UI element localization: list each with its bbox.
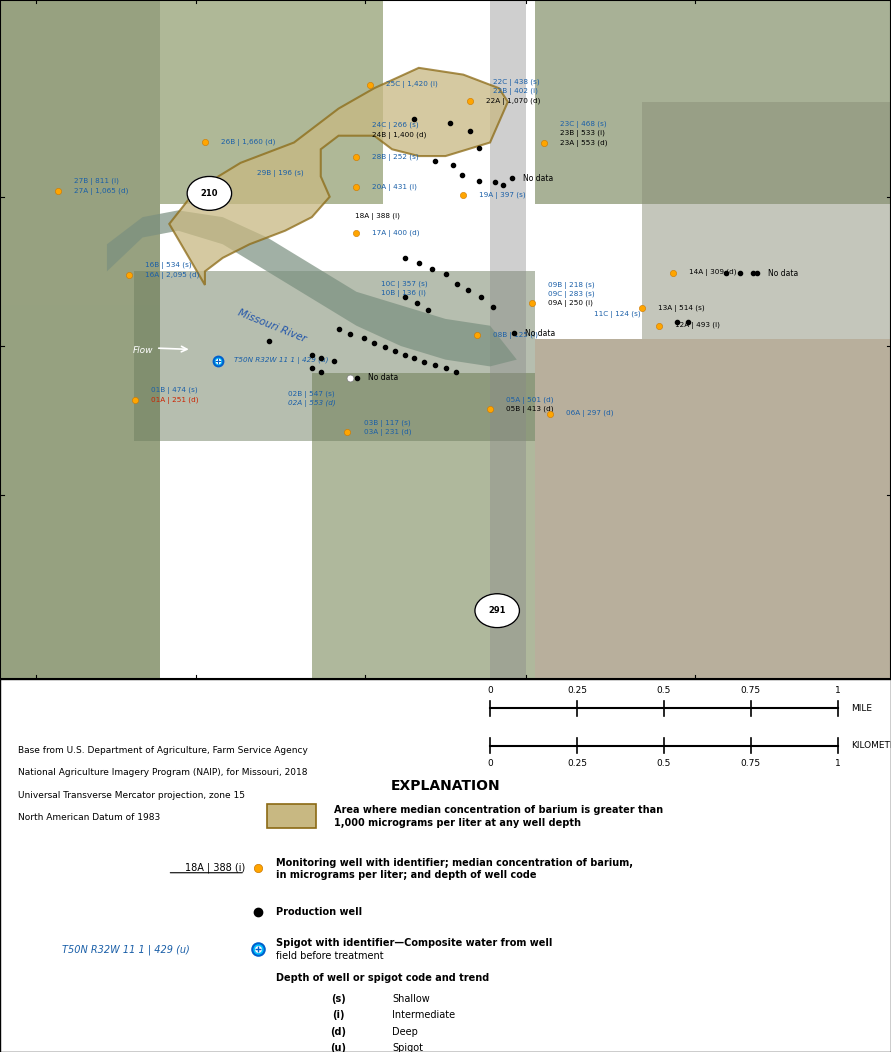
Circle shape	[475, 593, 519, 628]
Text: 0.5: 0.5	[657, 686, 671, 695]
Text: 06A | 297 (d): 06A | 297 (d)	[566, 410, 613, 418]
Text: in micrograms per liter; and depth of well code: in micrograms per liter; and depth of we…	[276, 870, 536, 879]
Text: 0: 0	[487, 686, 493, 695]
Text: Shallow: Shallow	[392, 994, 429, 1004]
Text: 13A | 514 (s): 13A | 514 (s)	[658, 305, 704, 311]
Text: 0.75: 0.75	[740, 758, 761, 768]
Bar	[0, 0, 160, 305]
Text: 24B | 1,400 (d): 24B | 1,400 (d)	[372, 133, 427, 139]
Text: 25C | 1,420 (i): 25C | 1,420 (i)	[386, 81, 437, 88]
Text: 16B | 534 (s): 16B | 534 (s)	[145, 263, 192, 269]
Bar	[535, 0, 891, 204]
Text: 0.5: 0.5	[657, 758, 671, 768]
Text: MILE: MILE	[851, 704, 872, 713]
Text: Deep: Deep	[392, 1027, 418, 1037]
Bar	[490, 0, 526, 679]
Text: 19A | 397 (s): 19A | 397 (s)	[479, 191, 526, 199]
Polygon shape	[107, 210, 517, 366]
Text: No data: No data	[525, 328, 555, 338]
Text: (s): (s)	[331, 994, 346, 1004]
Text: 0.25: 0.25	[567, 758, 587, 768]
Text: 10B | 136 (i): 10B | 136 (i)	[381, 289, 426, 297]
Text: North American Datum of 1983: North American Datum of 1983	[18, 813, 160, 822]
Polygon shape	[169, 67, 508, 285]
Text: Area where median concentration of barium is greater than: Area where median concentration of bariu…	[334, 806, 663, 815]
Text: 09B | 218 (s): 09B | 218 (s)	[548, 282, 594, 289]
Text: 23C | 468 (s): 23C | 468 (s)	[560, 121, 606, 127]
Text: 03B | 117 (s): 03B | 117 (s)	[364, 420, 410, 427]
Text: 20A | 431 (i): 20A | 431 (i)	[372, 184, 417, 190]
Text: 18A | 388 (i): 18A | 388 (i)	[355, 213, 399, 220]
Text: 17A | 400 (d): 17A | 400 (d)	[372, 230, 420, 237]
Text: 27B | 811 (i): 27B | 811 (i)	[74, 178, 119, 185]
Text: 0.25: 0.25	[567, 686, 587, 695]
Text: 210: 210	[200, 189, 218, 198]
Bar	[312, 373, 535, 679]
Text: 27A | 1,065 (d): 27A | 1,065 (d)	[74, 188, 128, 195]
Text: 28B | 252 (s): 28B | 252 (s)	[372, 154, 419, 161]
Text: Missouri River: Missouri River	[236, 307, 307, 344]
Text: Intermediate: Intermediate	[392, 1010, 455, 1020]
Text: (i): (i)	[332, 1010, 345, 1020]
Text: 22A | 1,070 (d): 22A | 1,070 (d)	[486, 98, 540, 104]
Text: 22C | 438 (s): 22C | 438 (s)	[493, 79, 539, 86]
Text: 18A | 388 (i): 18A | 388 (i)	[184, 863, 245, 873]
Text: 23B | 533 (i): 23B | 533 (i)	[560, 130, 604, 137]
Text: 02B | 547 (s): 02B | 547 (s)	[288, 391, 334, 399]
Text: 11C | 124 (s): 11C | 124 (s)	[594, 311, 641, 319]
Text: T50N R32W 11 1 | 429 (u): T50N R32W 11 1 | 429 (u)	[234, 358, 329, 364]
Text: 24C | 266 (s): 24C | 266 (s)	[372, 122, 419, 129]
Text: 09C | 283 (s): 09C | 283 (s)	[548, 291, 594, 298]
Text: 01A | 251 (d): 01A | 251 (d)	[151, 397, 199, 404]
Text: No data: No data	[523, 174, 553, 183]
Text: Base from U.S. Department of Agriculture, Farm Service Agency: Base from U.S. Department of Agriculture…	[18, 746, 307, 754]
Text: Universal Transverse Mercator projection, zone 15: Universal Transverse Mercator projection…	[18, 791, 245, 800]
Text: 22B | 402 (i): 22B | 402 (i)	[493, 88, 537, 95]
Text: Spigot with identifier—Composite water from well: Spigot with identifier—Composite water f…	[276, 937, 552, 948]
Text: 16A | 2,095 (d): 16A | 2,095 (d)	[145, 272, 200, 279]
Text: 01B | 474 (s): 01B | 474 (s)	[151, 387, 198, 394]
Text: 0.75: 0.75	[740, 686, 761, 695]
Text: 12A | 493 (i): 12A | 493 (i)	[675, 322, 720, 329]
Text: 29B | 196 (s): 29B | 196 (s)	[257, 169, 303, 177]
Text: (d): (d)	[331, 1027, 347, 1037]
Text: T50N R32W 11 1 | 429 (u): T50N R32W 11 1 | 429 (u)	[62, 944, 190, 954]
Text: National Agriculture Imagery Program (NAIP), for Missouri, 2018: National Agriculture Imagery Program (NA…	[18, 768, 307, 777]
Text: Spigot: Spigot	[392, 1044, 423, 1052]
Text: field before treatment: field before treatment	[276, 951, 384, 962]
Text: 14A | 309 (d): 14A | 309 (d)	[689, 269, 736, 277]
Bar	[134, 271, 535, 441]
Bar	[267, 804, 316, 828]
Text: 0: 0	[487, 758, 493, 768]
Bar	[535, 339, 891, 679]
Circle shape	[187, 177, 232, 210]
Text: 02A | 553 (d): 02A | 553 (d)	[288, 400, 336, 407]
Text: Depth of well or spigot code and trend: Depth of well or spigot code and trend	[276, 973, 489, 983]
Text: Flow: Flow	[133, 346, 153, 356]
Text: 291: 291	[488, 606, 506, 615]
Text: 05A | 501 (d): 05A | 501 (d)	[506, 397, 553, 404]
Text: 05B | 413 (d): 05B | 413 (d)	[506, 406, 553, 412]
Text: 09A | 250 (i): 09A | 250 (i)	[548, 300, 593, 307]
Text: EXPLANATION: EXPLANATION	[390, 780, 501, 793]
Text: 1: 1	[835, 686, 840, 695]
Text: Production well: Production well	[276, 907, 363, 917]
Bar	[642, 102, 891, 339]
Text: (u): (u)	[331, 1044, 347, 1052]
Text: No data: No data	[368, 373, 398, 383]
Text: 03A | 231 (d): 03A | 231 (d)	[364, 429, 411, 436]
Text: Monitoring well with identifier; median concentration of barium,: Monitoring well with identifier; median …	[276, 857, 634, 868]
Text: 1,000 micrograms per liter at any well depth: 1,000 micrograms per liter at any well d…	[334, 817, 581, 828]
Text: KILOMETER: KILOMETER	[851, 742, 891, 750]
Text: No data: No data	[768, 269, 798, 278]
Bar	[160, 0, 383, 204]
Text: 1: 1	[835, 758, 840, 768]
Text: 23A | 553 (d): 23A | 553 (d)	[560, 140, 607, 146]
Text: 10C | 357 (s): 10C | 357 (s)	[381, 281, 428, 288]
Bar	[0, 305, 160, 679]
Text: 08B | 125 (i): 08B | 125 (i)	[493, 331, 537, 339]
Text: 26B | 1,660 (d): 26B | 1,660 (d)	[221, 139, 275, 146]
